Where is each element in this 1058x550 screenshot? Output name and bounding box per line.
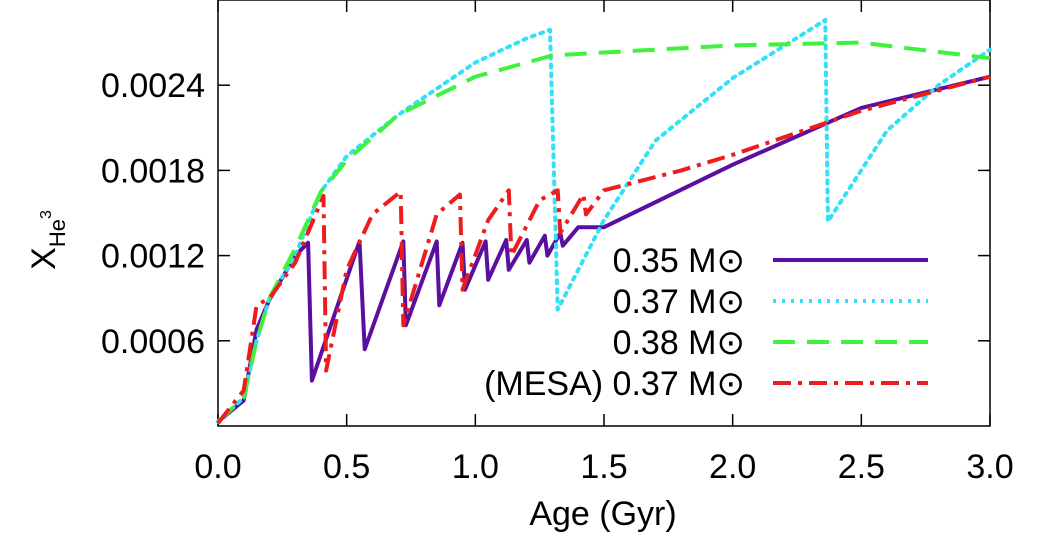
- x-tick-label: 0.5: [323, 448, 370, 486]
- x-axis-label: Age (Gyr): [529, 495, 676, 533]
- y-tick-label: 0.0006: [101, 323, 205, 361]
- x-tick-label: 2.5: [838, 448, 885, 486]
- y-label-base: X: [25, 247, 63, 270]
- series-line: [216, 74, 991, 425]
- legend-label: 0.37 M⊙: [613, 283, 745, 321]
- series-line: [216, 40, 991, 424]
- x-tick-label: 3.0: [966, 448, 1013, 486]
- series-line: [216, 17, 992, 424]
- y-label-sub: He: [45, 219, 70, 247]
- y-tick-label: 0.0012: [101, 238, 205, 276]
- legend-label: 0.38 M⊙: [613, 324, 745, 362]
- x-tick-label: 0.0: [194, 448, 241, 486]
- plot-frame: [217, 0, 991, 427]
- legend-label: (MESA) 0.37 M⊙: [484, 365, 745, 403]
- y-axis-label: XHe3: [25, 210, 70, 270]
- x-tick-label: 1.0: [452, 448, 499, 486]
- series-line: [216, 74, 991, 424]
- x-tick-label: 1.5: [580, 448, 627, 486]
- y-label-sup: 3: [38, 210, 55, 219]
- legend-label: 0.35 M⊙: [613, 242, 745, 280]
- x-tick-label: 2.0: [709, 448, 756, 486]
- y-tick-label: 0.0018: [101, 152, 205, 190]
- y-tick-label: 0.0024: [101, 67, 205, 105]
